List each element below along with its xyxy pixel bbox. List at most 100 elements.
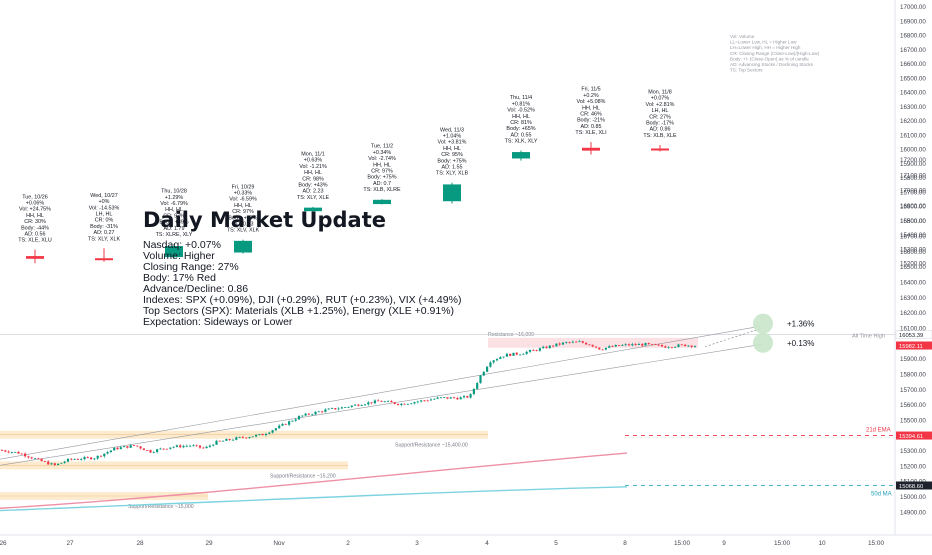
- candle-stat-label: Fri, 11/5: [581, 87, 600, 93]
- intraday-candle-body: [469, 394, 472, 398]
- time-axis-tick: 27: [66, 540, 74, 547]
- top-axis-tick: 15500.00: [900, 218, 926, 225]
- intraday-candle-body: [611, 346, 614, 348]
- intraday-candle-body: [185, 445, 188, 447]
- intraday-candle-body: [660, 344, 664, 347]
- intraday-candle-body: [426, 400, 429, 402]
- intraday-candle-body: [680, 344, 683, 346]
- candle-stat-label: Vol: +5.08%: [577, 99, 606, 105]
- intraday-candle-body: [591, 344, 594, 347]
- intraday-candle-body: [535, 350, 538, 351]
- time-axis-tick: 4: [485, 540, 489, 547]
- top-axis-tick: 17000.00: [900, 4, 926, 11]
- intraday-candle-body: [156, 449, 159, 453]
- time-axis-tick: 2: [346, 540, 350, 547]
- candle-stat-label: Body: +65%: [506, 126, 535, 132]
- intraday-candle-body: [314, 411, 317, 415]
- intraday-candle-body: [222, 440, 225, 442]
- intraday-candle-body: [327, 408, 330, 410]
- intraday-candle-body: [383, 401, 386, 403]
- price-label-box: [895, 330, 932, 339]
- candle-stat-label: CR: 27%: [649, 114, 671, 120]
- candle-stat-label: Vol: +24.75%: [19, 207, 51, 213]
- intraday-candle-body: [317, 411, 320, 413]
- bottom-axis-tick: 16800.00: [900, 218, 926, 225]
- intraday-candle-body: [677, 344, 680, 347]
- intraday-candle-body: [258, 433, 261, 435]
- intraday-candle-body: [126, 446, 129, 448]
- intraday-candle-body: [581, 341, 584, 343]
- update-line-6: Top Sectors (SPX): Materials (XLB +1.25%…: [143, 305, 454, 317]
- bottom-axis-tick: 16500.00: [900, 264, 926, 271]
- intraday-candle-body: [288, 421, 291, 425]
- top-axis-tick: 15700.00: [900, 189, 926, 196]
- intraday-candle-body: [690, 345, 693, 347]
- intraday-candle-body: [264, 433, 268, 436]
- time-axis-tick: 10: [818, 540, 826, 547]
- top-price-axis: 17000.00 16900.00 16800.00 16700.00 16600.00…: [894, 0, 926, 268]
- intraday-candle-body: [109, 450, 112, 453]
- top-axis-tick: 15800.00: [900, 175, 926, 182]
- intraday-candle-body: [598, 347, 601, 350]
- intraday-candle-body: [334, 408, 337, 410]
- legend-note: TS: Top Sectors: [730, 68, 763, 73]
- intraday-candle-body: [604, 347, 607, 350]
- bottom-axis-tick: 16900.00: [900, 203, 926, 210]
- intraday-candle-body: [218, 440, 221, 442]
- intraday-candle-body: [175, 445, 178, 447]
- intraday-candle-body: [70, 458, 73, 460]
- intraday-candle-body: [205, 446, 208, 449]
- top-axis-tick: 16600.00: [900, 61, 926, 68]
- intraday-candle-body: [330, 408, 334, 409]
- candle-stat-label: CR: 30%: [24, 219, 46, 225]
- time-axis-tick: 3: [415, 540, 419, 547]
- intraday-candle-body: [436, 397, 439, 399]
- top-axis-tick: 16800.00: [900, 33, 926, 40]
- level-label: Support/Resistance ~15,400.00: [395, 443, 468, 449]
- intraday-candle-body: [416, 401, 419, 403]
- intraday-candle-body: [578, 341, 581, 343]
- intraday-candle-body: [446, 397, 449, 399]
- candle-stat-label: TS: XLRE, XLY: [156, 232, 193, 238]
- intraday-candle-body: [575, 341, 578, 343]
- intraday-candle-body: [347, 406, 350, 408]
- candle-stat-label: Vol: -2.74%: [368, 156, 396, 162]
- intraday-candle-body: [251, 436, 254, 438]
- candle-stat-label: HH, HL: [234, 203, 252, 209]
- bottom-axis-tick: 15600.00: [900, 402, 926, 409]
- candle-stat-label: Tue, 10/26: [22, 194, 48, 200]
- intraday-candle-body: [294, 419, 297, 421]
- candle-stat-label: AD: 2.23: [303, 189, 324, 195]
- intraday-candle-body: [99, 455, 103, 457]
- intraday-candle-body: [165, 448, 169, 450]
- candle-stat-label: TS: XLE, XLI: [575, 130, 606, 136]
- intraday-candle-body: [179, 445, 182, 448]
- market-update-text: Daily Market Update Nasdaq: +0.07% Volum…: [143, 208, 461, 328]
- intraday-candle-body: [152, 452, 155, 453]
- intraday-candle-body: [466, 396, 469, 398]
- intraday-candle-body: [0, 450, 4, 451]
- intraday-candle-body: [479, 375, 482, 383]
- intraday-candle-body: [542, 346, 545, 349]
- intraday-panel: Support/Resistance ~15,400.00 Support/Res…: [0, 313, 895, 512]
- intraday-candle-body: [43, 461, 46, 462]
- intraday-candle-body: [502, 356, 505, 358]
- intraday-candle-body: [667, 347, 670, 349]
- intraday-candle-body: [565, 342, 568, 343]
- intraday-candle-body: [83, 457, 86, 460]
- intraday-candle-body: [271, 430, 274, 433]
- top-axis-tick: 16200.00: [900, 118, 926, 125]
- top-axis-tick: 16400.00: [900, 90, 926, 97]
- candle-stat-label: HH, HL: [512, 114, 530, 120]
- candle-stat-label: Body: +43%: [298, 183, 327, 189]
- ma-label: 50d MA: [871, 491, 892, 497]
- intraday-candle-body: [169, 447, 172, 449]
- intraday-candle-body: [538, 348, 541, 351]
- update-line-3: Body: 17% Red: [143, 272, 216, 284]
- candle-stat-label: AD: 0.27: [94, 230, 115, 236]
- candle-stat-label: LH, HL: [652, 108, 669, 114]
- bottom-axis-tick: 16600.00: [900, 249, 926, 256]
